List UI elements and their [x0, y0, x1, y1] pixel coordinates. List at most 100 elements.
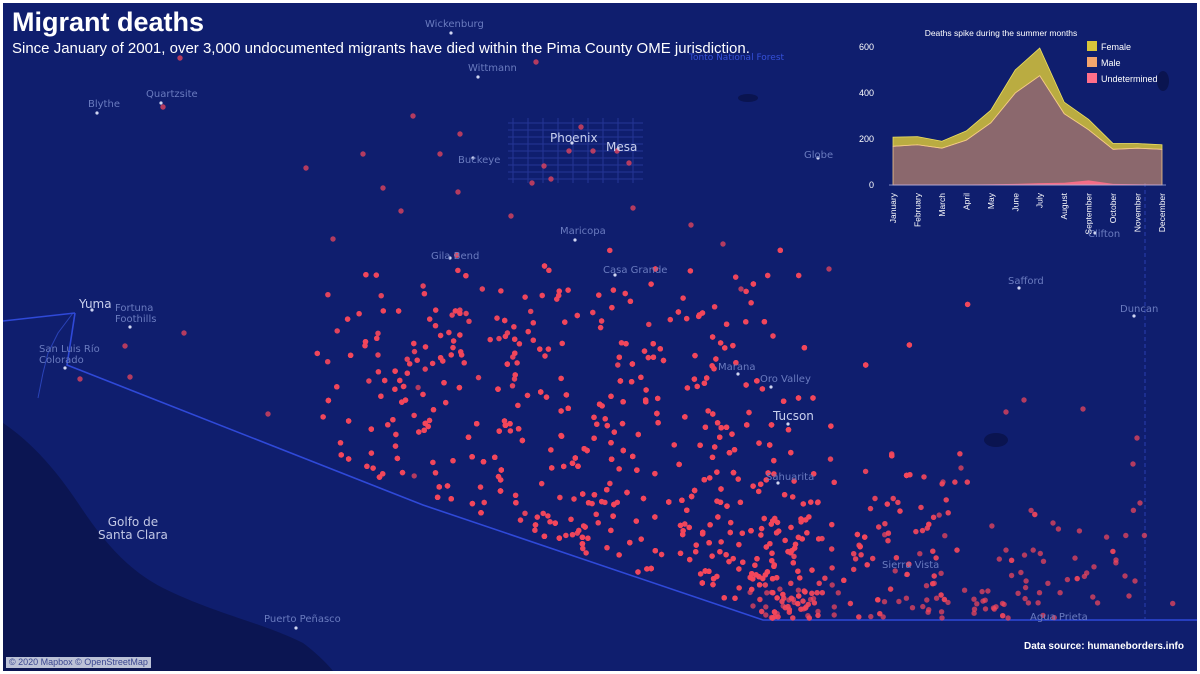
death-marker[interactable] [885, 538, 891, 544]
death-marker[interactable] [415, 384, 421, 391]
death-marker[interactable] [410, 113, 416, 119]
death-marker[interactable] [802, 605, 809, 611]
death-marker[interactable] [1003, 547, 1009, 553]
death-marker[interactable] [852, 556, 859, 562]
death-marker[interactable] [532, 527, 538, 533]
death-marker[interactable] [964, 479, 970, 485]
death-marker[interactable] [768, 521, 774, 527]
death-marker[interactable] [790, 560, 796, 566]
death-marker[interactable] [761, 319, 768, 325]
death-marker[interactable] [650, 354, 657, 360]
death-marker[interactable] [933, 555, 939, 561]
death-marker[interactable] [1122, 573, 1128, 579]
death-marker[interactable] [728, 519, 734, 526]
death-marker[interactable] [392, 368, 398, 374]
death-marker[interactable] [362, 339, 369, 345]
place-label-blythe[interactable]: Blythe [88, 99, 120, 110]
death-marker[interactable] [774, 575, 780, 581]
death-marker[interactable] [394, 455, 401, 462]
death-marker[interactable] [982, 606, 989, 612]
area-male[interactable] [892, 75, 1163, 186]
place-label-safford[interactable]: Safford [1008, 276, 1044, 287]
death-marker[interactable] [650, 341, 656, 347]
death-marker[interactable] [801, 588, 807, 594]
death-marker[interactable] [556, 288, 562, 294]
death-marker[interactable] [540, 510, 546, 517]
death-marker[interactable] [466, 318, 472, 324]
death-marker[interactable] [939, 615, 945, 621]
death-marker[interactable] [781, 595, 787, 601]
death-marker[interactable] [743, 288, 749, 295]
death-marker[interactable] [763, 604, 769, 610]
death-marker[interactable] [938, 570, 944, 576]
death-marker[interactable] [398, 208, 404, 214]
death-marker[interactable] [1032, 511, 1038, 518]
death-marker[interactable] [574, 312, 580, 319]
death-marker[interactable] [382, 377, 388, 384]
death-marker[interactable] [480, 459, 487, 465]
death-marker[interactable] [889, 451, 895, 457]
death-marker[interactable] [666, 499, 672, 505]
death-marker[interactable] [481, 499, 487, 506]
death-marker[interactable] [667, 316, 673, 323]
death-marker[interactable] [1064, 576, 1071, 583]
death-marker[interactable] [380, 471, 386, 477]
death-marker[interactable] [583, 550, 589, 556]
death-marker[interactable] [775, 614, 781, 620]
death-marker[interactable] [785, 427, 792, 433]
death-marker[interactable] [726, 450, 733, 456]
death-marker[interactable] [616, 466, 622, 472]
death-marker[interactable] [558, 408, 564, 414]
death-marker[interactable] [750, 281, 757, 287]
death-marker[interactable] [782, 537, 788, 544]
death-marker[interactable] [545, 346, 552, 352]
death-marker[interactable] [1094, 600, 1101, 606]
death-marker[interactable] [819, 535, 825, 542]
death-marker[interactable] [795, 568, 801, 574]
death-marker[interactable] [938, 592, 944, 598]
death-marker[interactable] [504, 361, 510, 367]
death-marker[interactable] [602, 416, 608, 422]
death-marker[interactable] [774, 595, 780, 601]
death-marker[interactable] [876, 524, 882, 530]
death-marker[interactable] [822, 575, 828, 581]
death-marker[interactable] [1072, 555, 1078, 561]
death-marker[interactable] [1023, 578, 1029, 584]
death-marker[interactable] [892, 568, 898, 574]
death-marker[interactable] [421, 291, 428, 297]
death-marker[interactable] [1076, 528, 1083, 534]
death-marker[interactable] [831, 612, 837, 618]
death-marker[interactable] [436, 484, 442, 490]
death-marker[interactable] [1040, 612, 1046, 619]
death-marker[interactable] [774, 519, 781, 526]
death-marker[interactable] [851, 551, 857, 557]
death-marker[interactable] [404, 370, 410, 376]
death-marker[interactable] [964, 301, 971, 308]
death-marker[interactable] [495, 386, 501, 392]
death-marker[interactable] [590, 309, 596, 316]
place-label-tucson[interactable]: Tucson [773, 409, 814, 423]
death-marker[interactable] [345, 418, 352, 424]
death-marker[interactable] [654, 410, 660, 417]
death-marker[interactable] [542, 353, 548, 359]
death-marker[interactable] [495, 473, 502, 480]
death-marker[interactable] [608, 440, 614, 446]
death-marker[interactable] [626, 160, 632, 166]
death-marker[interactable] [682, 414, 688, 420]
death-marker[interactable] [699, 531, 706, 537]
death-marker[interactable] [771, 457, 777, 464]
death-marker[interactable] [722, 345, 728, 351]
death-marker[interactable] [680, 528, 686, 534]
death-marker[interactable] [1090, 594, 1096, 600]
death-marker[interactable] [858, 552, 864, 558]
death-marker[interactable] [770, 333, 776, 339]
death-marker[interactable] [1123, 532, 1129, 539]
death-marker[interactable] [801, 345, 808, 351]
death-marker[interactable] [514, 360, 520, 366]
death-marker[interactable] [684, 385, 691, 391]
death-marker[interactable] [325, 359, 331, 365]
death-marker[interactable] [448, 352, 454, 358]
death-marker[interactable] [726, 558, 732, 565]
death-marker[interactable] [502, 317, 508, 324]
death-marker[interactable] [652, 548, 658, 554]
